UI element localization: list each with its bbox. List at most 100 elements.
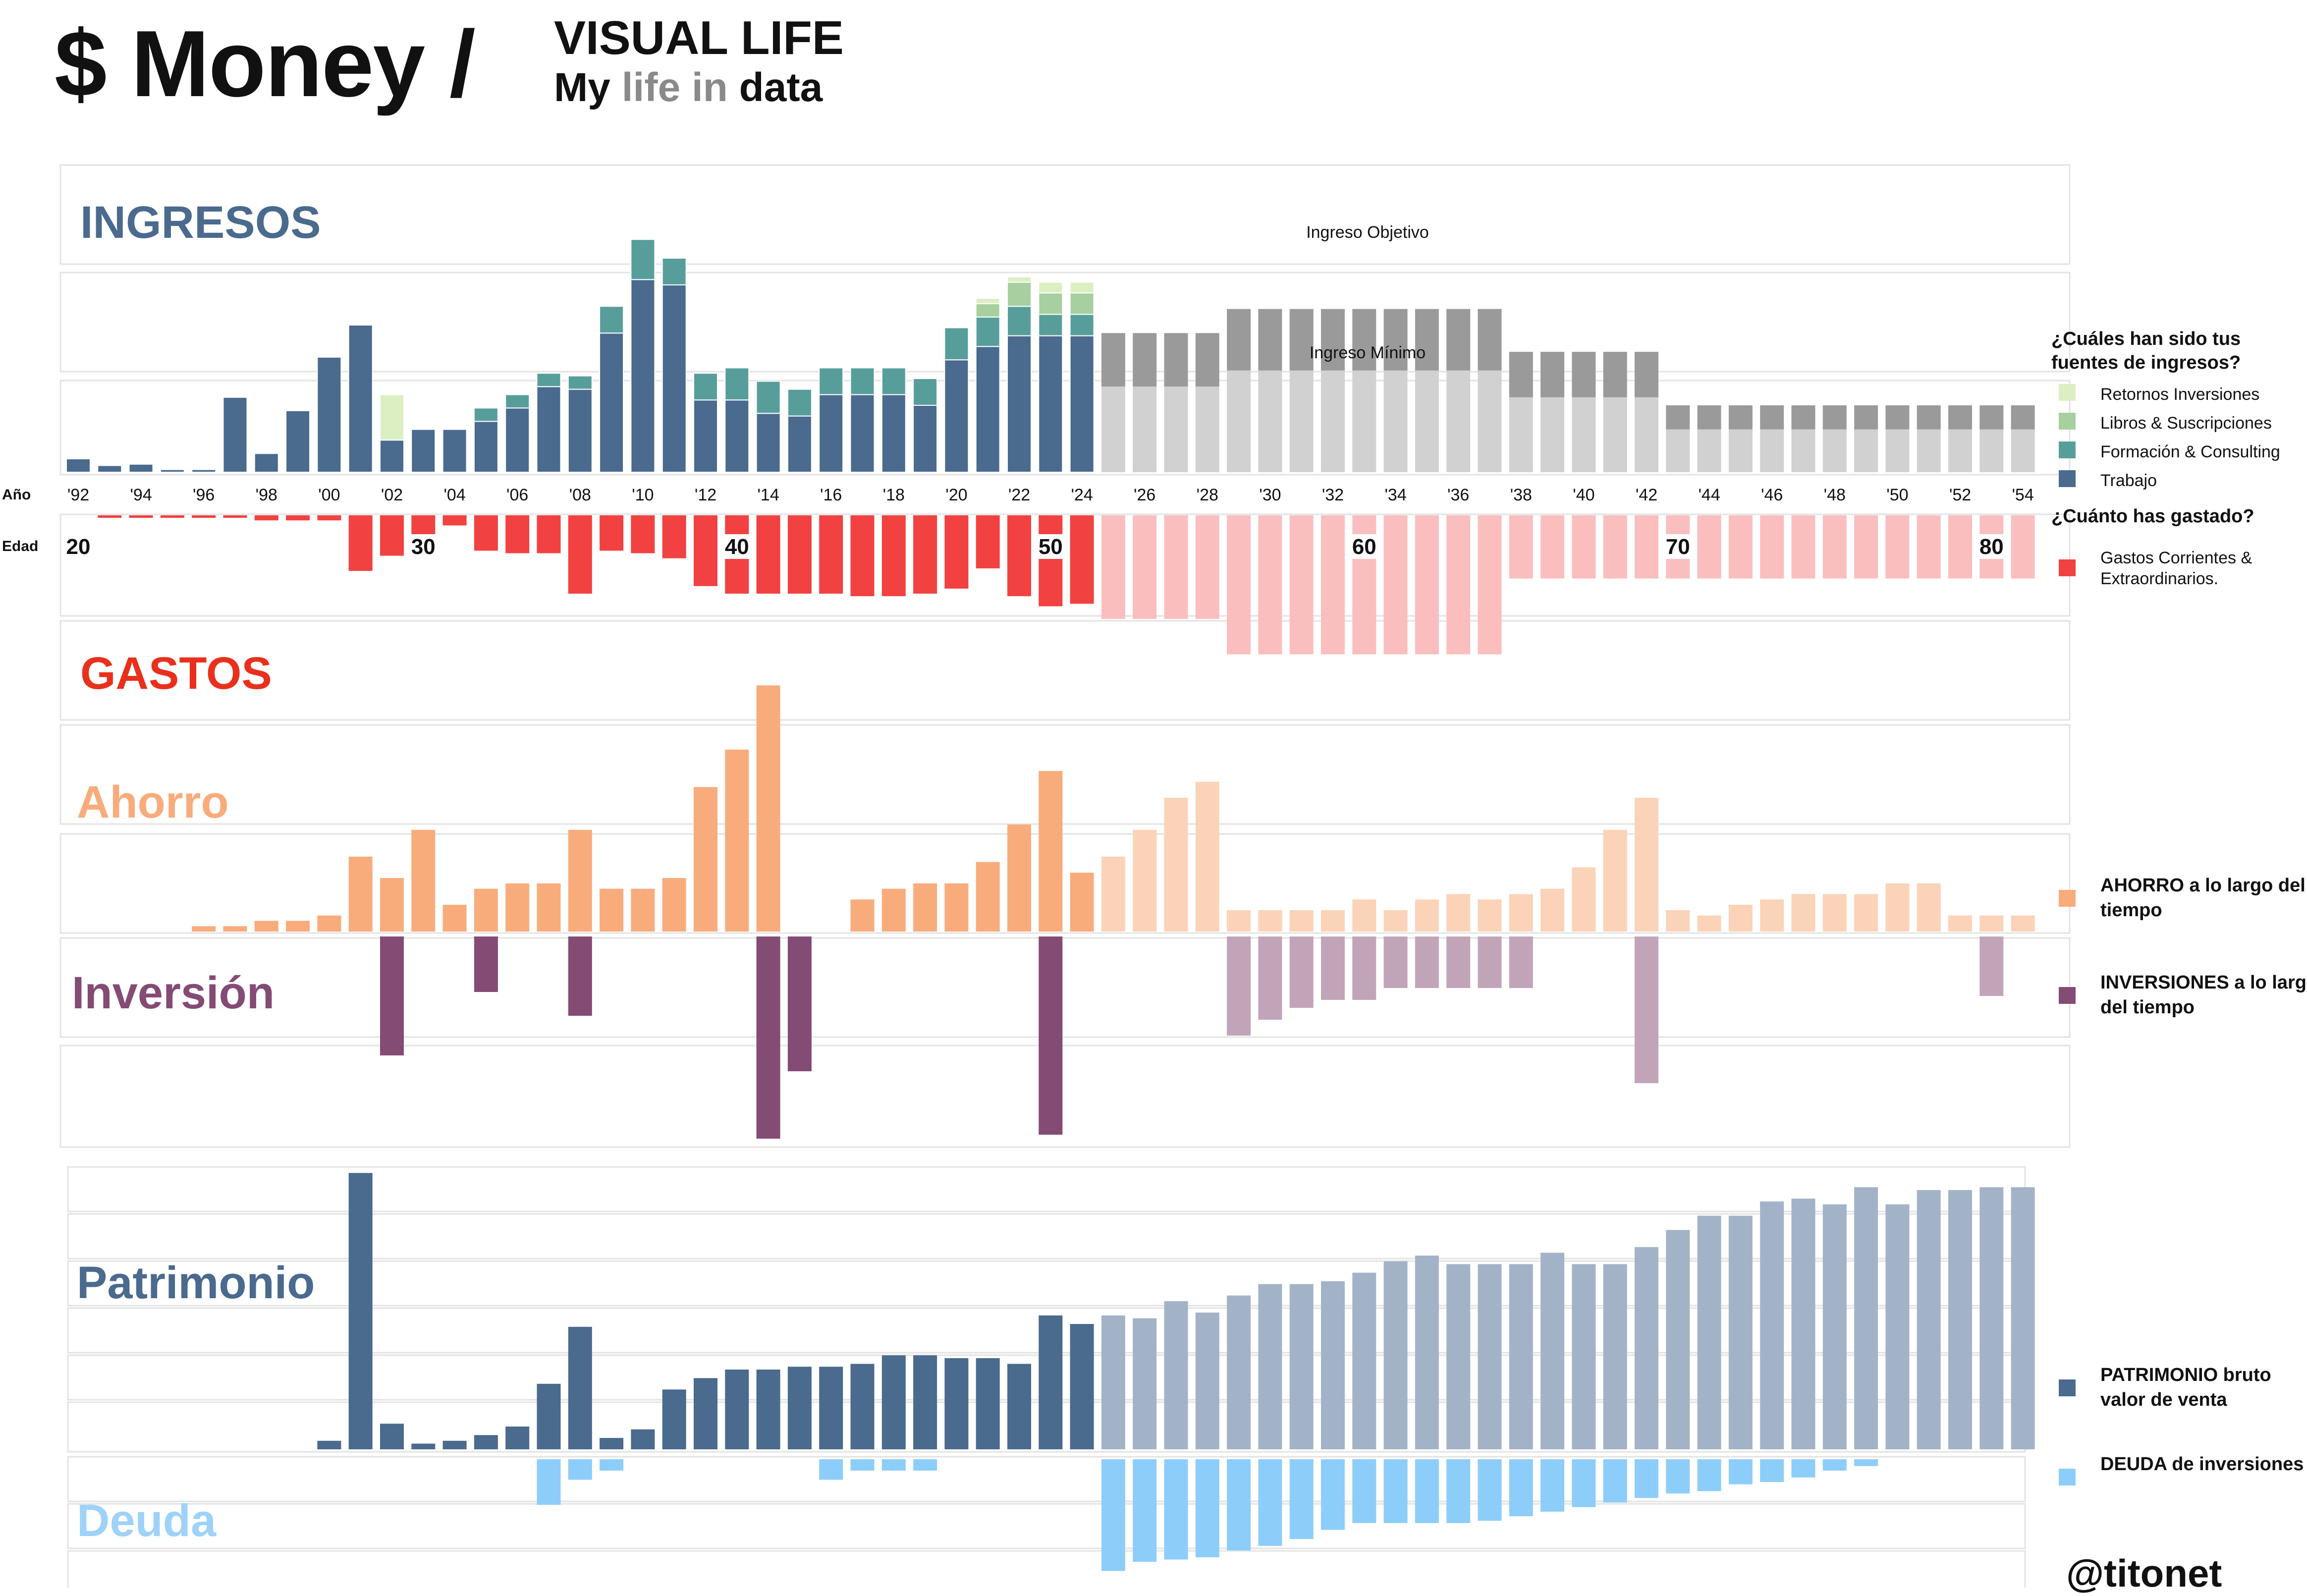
net-worth-bar-2041: [1603, 1264, 1627, 1449]
income-min-bar-2051: [1917, 429, 1941, 472]
expense-bar-2021: [976, 515, 1000, 569]
year-tick-25: '42: [1636, 486, 1657, 504]
investment-bar-2034: [1383, 936, 1408, 988]
net-worth-bar-2010: [631, 1429, 655, 1449]
debt-bar-2048: [1822, 1459, 1847, 1471]
income-target-bar-2030: [1258, 309, 1282, 371]
savings-bar-2054: [2011, 915, 2035, 932]
debt-bar-2027: [1164, 1459, 1188, 1560]
expense-bar-2028: [1195, 515, 1219, 619]
income-min-bar-2036: [1446, 370, 1471, 472]
expense-bar-1993: [98, 515, 122, 518]
income-bar-2021-s3: [975, 298, 1000, 304]
income-bar-2020-s0: [944, 359, 969, 473]
income-target-bar-2044: [1697, 405, 1721, 430]
income-min-bar-2039: [1540, 397, 1565, 472]
investment-bar-2036: [1446, 936, 1471, 988]
income-bar-2000-s0: [317, 356, 342, 473]
net-worth-bar-2012: [694, 1378, 717, 1449]
panel-frame-8: [59, 1045, 2071, 1148]
savings-bar-2022: [1007, 825, 1031, 932]
annotation-ingreso-objetivo: Ingreso Objetivo: [1306, 223, 1429, 242]
expense-bar-2036: [1446, 515, 1471, 655]
income-min-bar-2042: [1635, 397, 1658, 472]
savings-bar-2018: [881, 888, 906, 932]
net-worth-bar-2000: [317, 1440, 341, 1449]
expense-bar-2044: [1697, 515, 1721, 579]
income-bar-2009-s1: [599, 306, 624, 334]
income-min-bar-2030: [1258, 370, 1282, 472]
expense-bar-2000: [317, 515, 341, 521]
section-title-ahorro: Ahorro: [77, 777, 229, 827]
income-min-bar-2054: [2011, 429, 2035, 472]
expense-bar-2048: [1822, 515, 1847, 579]
income-min-bar-2037: [1478, 370, 1502, 472]
investment-bar-2029: [1227, 936, 1251, 1036]
savings-bar-2027: [1164, 798, 1188, 932]
income-target-bar-2027: [1164, 333, 1188, 387]
savings-bar-2036: [1446, 894, 1471, 932]
income-bar-2017-s0: [850, 394, 875, 473]
income-min-bar-2049: [1854, 429, 1878, 472]
savings-bar-2048: [1822, 894, 1847, 932]
income-min-bar-2041: [1603, 397, 1627, 472]
income-target-bar-2032: [1321, 309, 1345, 371]
income-bar-2006-s0: [505, 407, 530, 473]
income-target-bar-2029: [1227, 309, 1251, 371]
year-tick-27: '46: [1761, 486, 1783, 504]
income-min-bar-2046: [1760, 429, 1784, 472]
expense-bar-2052: [1948, 515, 1972, 579]
debt-bar-2043: [1666, 1459, 1690, 1493]
net-worth-bar-2032: [1321, 1281, 1345, 1449]
expense-bar-2023: [1039, 515, 1063, 606]
investment-bar-2005: [474, 936, 498, 992]
savings-bar-2020: [944, 883, 969, 932]
expense-bar-2017: [850, 515, 875, 597]
panel-frame-1: [59, 272, 2071, 373]
savings-bar-2006: [505, 883, 530, 932]
subtitle-data: data: [739, 65, 823, 110]
income-bar-2014-s1: [756, 381, 781, 414]
legend-swatch-retornos: [2059, 384, 2076, 401]
expense-bar-2010: [631, 515, 655, 553]
legend-label-deuda: DEUDA de inversiones: [2100, 1454, 2304, 1475]
savings-bar-2017: [850, 899, 875, 932]
savings-bar-2028: [1195, 781, 1219, 932]
income-target-bar-2052: [1948, 405, 1972, 430]
savings-bar-2013: [725, 749, 749, 932]
savings-bar-2040: [1572, 867, 1596, 932]
savings-bar-2053: [1979, 915, 2004, 932]
age-label-50: 50: [1039, 535, 1063, 559]
expense-bar-2054: [2011, 515, 2035, 579]
net-worth-bar-2033: [1352, 1272, 1376, 1449]
year-tick-14: '20: [945, 486, 967, 504]
savings-bar-2038: [1509, 894, 1533, 932]
expense-bar-2022: [1007, 515, 1031, 597]
legend-swatch-gastos: [2059, 559, 2076, 576]
expense-bar-2037: [1478, 515, 1502, 655]
expense-bar-2032: [1321, 515, 1345, 655]
age-label-bg-80: [1976, 534, 2008, 559]
year-tick-2: '96: [193, 486, 215, 504]
net-worth-bar-2020: [944, 1358, 969, 1449]
panel-frame-5: [59, 724, 2071, 825]
income-bar-2022-s0: [1007, 335, 1032, 473]
subtitle-life-in: life in: [621, 65, 728, 110]
year-tick-26: '44: [1698, 486, 1720, 504]
net-worth-bar-2042: [1635, 1247, 1658, 1449]
income-bar-2008-s0: [567, 388, 593, 473]
net-worth-bar-2004: [442, 1440, 467, 1449]
savings-bar-2034: [1383, 910, 1408, 932]
net-worth-bar-2014: [756, 1370, 780, 1449]
income-min-bar-2027: [1164, 386, 1188, 472]
savings-bar-2026: [1133, 829, 1157, 932]
income-bar-2016-s1: [819, 367, 844, 395]
expense-bar-2015: [787, 515, 812, 594]
net-worth-bar-2031: [1289, 1284, 1314, 1449]
net-worth-bar-2040: [1572, 1264, 1596, 1449]
panel-frame-7: [59, 937, 2071, 1038]
year-tick-4: '00: [318, 486, 340, 504]
panel-frame-17: [67, 1550, 2026, 1588]
income-bar-1997-s0: [222, 396, 248, 473]
income-min-bar-2052: [1948, 429, 1972, 472]
